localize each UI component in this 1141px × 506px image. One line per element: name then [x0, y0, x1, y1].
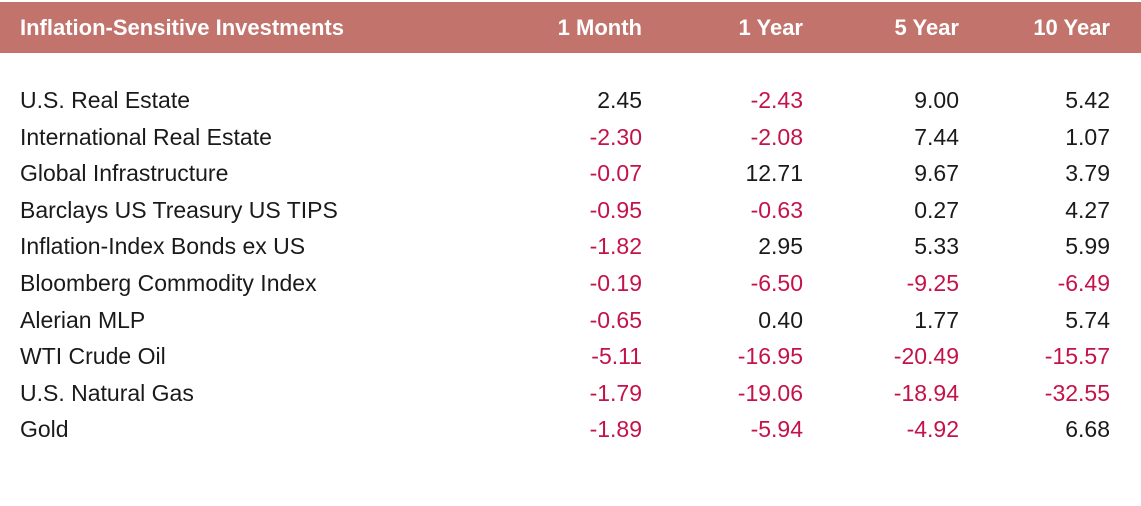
value-10-year: 4.27: [1065, 196, 1110, 223]
value-1-month: -1.89: [589, 416, 642, 443]
value-1-year: -2.43: [750, 87, 803, 113]
table-body: U.S. Real Estate 2.45 -2.43 9.00 5.42 In…: [0, 82, 1141, 448]
row-name: Barclays US Treasury US TIPS: [20, 196, 338, 223]
table-row: U.S. Natural Gas -1.79 -19.06 -18.94 -32…: [0, 375, 1141, 412]
row-name: WTI Crude Oil: [20, 343, 166, 370]
value-1-year: -0.63: [750, 196, 803, 223]
value-5-year: 5.33: [914, 233, 959, 260]
table-row: Inflation-Index Bonds ex US -1.82 2.95 5…: [0, 228, 1141, 265]
value-5-year: 9.67: [914, 160, 959, 187]
header-10-year: 10 Year: [1033, 15, 1110, 40]
table-row: Gold -1.89 -5.94 -4.92 6.68: [0, 411, 1141, 448]
value-1-year: -16.95: [737, 343, 803, 370]
value-5-year: -20.49: [893, 343, 959, 370]
value-1-month: -5.11: [591, 343, 642, 370]
row-name: U.S. Natural Gas: [20, 379, 194, 406]
row-name: International Real Estate: [20, 123, 272, 150]
value-1-month: -0.65: [589, 306, 642, 333]
table-row: Alerian MLP -0.65 0.40 1.77 5.74: [0, 302, 1141, 339]
value-10-year: 5.99: [1065, 233, 1110, 260]
row-name: Inflation-Index Bonds ex US: [20, 233, 306, 260]
table-row: U.S. Real Estate 2.45 -2.43 9.00 5.42: [0, 82, 1141, 119]
row-name: Bloomberg Commodity Index: [20, 269, 317, 296]
value-5-year: 0.27: [914, 196, 959, 223]
row-name: Gold: [20, 416, 69, 443]
value-1-year: 0.40: [758, 306, 803, 333]
value-1-month: -1.79: [589, 379, 642, 406]
value-10-year: -32.55: [1044, 379, 1110, 406]
value-1-year: -5.94: [750, 416, 803, 443]
table-row: International Real Estate -2.30 -2.08 7.…: [0, 119, 1141, 156]
value-5-year: 1.77: [914, 306, 959, 333]
table-row: Global Infrastructure -0.07 12.71 9.67 3…: [0, 155, 1141, 192]
value-1-month: -0.19: [589, 269, 642, 296]
value-10-year: 1.07: [1065, 123, 1110, 150]
header-name: Inflation-Sensitive Investments: [20, 15, 344, 40]
table-row: Barclays US Treasury US TIPS -0.95 -0.63…: [0, 192, 1141, 229]
row-name: Global Infrastructure: [20, 160, 229, 187]
value-10-year: 3.79: [1065, 160, 1110, 187]
value-1-year: -19.06: [737, 379, 803, 406]
value-1-year: -2.08: [750, 123, 803, 150]
value-1-year: -6.50: [750, 269, 803, 296]
value-1-month: -0.95: [589, 196, 642, 223]
header-1-year: 1 Year: [738, 15, 803, 40]
value-5-year: 9.00: [914, 87, 959, 113]
value-10-year: -15.57: [1044, 343, 1110, 370]
table-row: WTI Crude Oil -5.11 -16.95 -20.49 -15.57: [0, 338, 1141, 375]
value-10-year: 5.74: [1065, 306, 1110, 333]
value-10-year: -6.49: [1057, 269, 1110, 296]
table-header: Inflation-Sensitive Investments 1 Month …: [0, 2, 1141, 53]
value-5-year: -4.92: [906, 416, 959, 443]
value-5-year: -9.25: [906, 269, 959, 296]
value-1-month: -2.30: [589, 123, 642, 150]
table-row: Bloomberg Commodity Index -0.19 -6.50 -9…: [0, 265, 1141, 302]
header-1-month: 1 Month: [557, 15, 642, 40]
value-10-year: 5.42: [1065, 87, 1110, 113]
value-1-month: 2.45: [597, 87, 642, 113]
header-5-year: 5 Year: [894, 15, 959, 40]
value-5-year: 7.44: [914, 123, 959, 150]
value-5-year: -18.94: [893, 379, 959, 406]
value-1-year: 12.71: [745, 160, 803, 187]
value-1-month: -1.82: [589, 233, 642, 260]
row-name: U.S. Real Estate: [20, 87, 191, 113]
value-10-year: 6.68: [1065, 416, 1110, 443]
row-name: Alerian MLP: [20, 306, 146, 333]
value-1-year: 2.95: [758, 233, 803, 260]
value-1-month: -0.07: [589, 160, 642, 187]
